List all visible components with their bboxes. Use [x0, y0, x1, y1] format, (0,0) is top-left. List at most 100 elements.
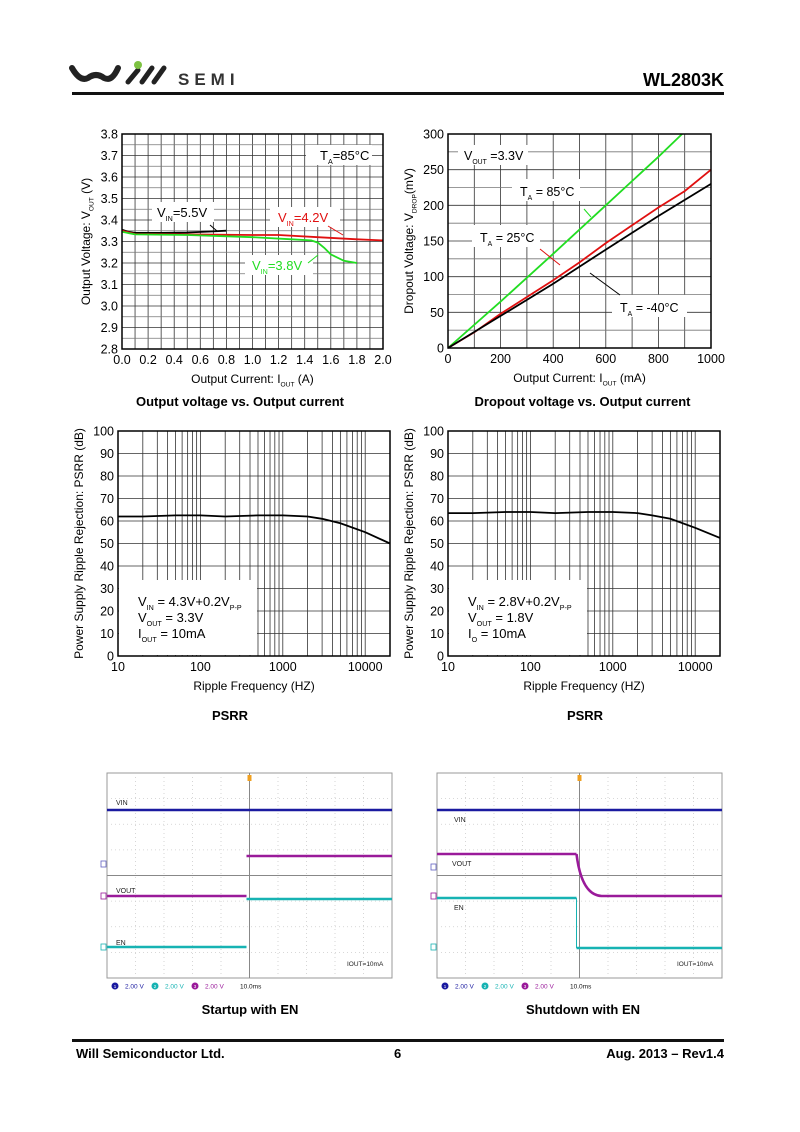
scope-title-0: Startup with EN: [201, 1002, 299, 1017]
scope-label-en: EN: [116, 940, 126, 947]
x-tick-label: 0.0: [113, 353, 130, 367]
x-tick-label: 400: [543, 352, 564, 366]
x-tick-label: 1.6: [322, 353, 339, 367]
scope-label-iout: IOUT=10mA: [677, 961, 714, 968]
x-axis-label: Output Current: IOUT (A): [191, 372, 314, 389]
channel-scale: 2.00 V: [495, 984, 514, 991]
trace-vout-decay: [575, 853, 722, 898]
y-axis-label: Power Supply Ripple Rejection: PSRR (dB): [72, 428, 86, 659]
series-line-0: [118, 514, 391, 545]
plot-area: [121, 133, 384, 350]
timebase: 10.0ms: [240, 984, 262, 991]
series-label-vin-4.2v: VIN=4.2V: [278, 210, 328, 228]
y-tick-label: 30: [100, 582, 114, 596]
y-tick-label: 100: [423, 270, 444, 284]
y-tick-label: 0: [437, 650, 444, 664]
y-tick-label: 100: [93, 425, 114, 439]
x-tick-label: 1.8: [348, 353, 365, 367]
label-background: [306, 145, 372, 165]
x-tick-label: 2.0: [374, 353, 391, 367]
series-label-minus40c: TA = -40°C: [620, 301, 679, 318]
logo-text: SEMI: [178, 70, 240, 89]
x-axis-label: Output Current: IOUT (mA): [513, 371, 646, 388]
label-background: [119, 580, 257, 655]
x-tick-label: 1.2: [270, 353, 287, 367]
y-tick-label: 3.8: [101, 128, 118, 142]
y-tick-label: 20: [430, 605, 444, 619]
trigger-marker-icon: [247, 775, 252, 781]
condition-line-1: VOUT = 1.8V: [468, 610, 534, 628]
channel-scale: 2.00 V: [205, 984, 224, 991]
x-tick-label: 0.6: [192, 353, 209, 367]
condition-line-2: IOUT = 10mA: [138, 626, 206, 644]
channel-scale: 2.00 V: [165, 984, 184, 991]
leader-line: [589, 272, 621, 296]
series-label-vin-5.5v: VIN=5.5V: [157, 205, 207, 223]
x-tick-label: 10000: [678, 660, 713, 674]
chart-title-0: Output voltage vs. Output current: [135, 394, 344, 409]
x-tick-label: 1.0: [244, 353, 261, 367]
y-tick-label: 50: [100, 537, 114, 551]
y-tick-label: 20: [100, 605, 114, 619]
x-tick-label: 0: [445, 352, 452, 366]
x-tick-label: 0.4: [166, 353, 183, 367]
y-tick-label: 50: [430, 537, 444, 551]
label-background: [449, 580, 587, 655]
chart-psrr-2: 10 100 1000 100000102030405060708090100Ripp…: [402, 425, 721, 693]
x-tick-label: 100: [520, 660, 541, 674]
y-tick-label: 0: [107, 650, 114, 664]
channel-scale: 2.00 V: [125, 984, 144, 991]
label-background: [270, 207, 340, 227]
channel-2-badge-icon: [481, 982, 489, 990]
x-tick-label: 10000: [348, 660, 383, 674]
series-label-vin-3.8v: VIN=3.8V: [252, 258, 302, 276]
scope-label-vout: VOUT: [116, 888, 136, 895]
y-tick-label: 3.2: [101, 257, 118, 271]
channel-2-marker-icon: [430, 943, 437, 951]
channel-number: 1: [444, 984, 447, 989]
channel-scale: 2.00 V: [455, 984, 474, 991]
channel-2-marker-icon: [100, 943, 107, 951]
channel-3-badge-icon: [191, 982, 199, 990]
plot-frame: [447, 430, 721, 657]
y-tick-label: 150: [423, 235, 444, 249]
x-tick-label: 1000: [697, 352, 725, 366]
channel-1-marker-icon: [430, 863, 437, 871]
channel-3-marker-icon: [430, 892, 437, 900]
plot-area: [447, 430, 721, 657]
y-tick-label: 60: [430, 515, 444, 529]
x-tick-label: 1.4: [296, 353, 313, 367]
scope-label-vin: VIN: [116, 800, 128, 807]
y-tick-label: 3.7: [101, 149, 118, 163]
label-background: [472, 225, 540, 247]
x-tick-label: 1000: [599, 660, 627, 674]
y-tick-label: 3.0: [101, 300, 118, 314]
chart-title-3: PSRR: [566, 708, 604, 723]
y-axis-label: Power Supply Ripple Rejection: PSRR (dB): [402, 428, 416, 659]
scope-label-iout: IOUT=10mA: [347, 961, 384, 968]
y-tick-label: 100: [423, 425, 444, 439]
y-tick-label: 70: [100, 492, 114, 506]
x-tick-label: 600: [595, 352, 616, 366]
y-tick-label: 10: [430, 627, 444, 641]
y-tick-label: 50: [430, 306, 444, 320]
footer-page: 6: [394, 1046, 402, 1061]
y-tick-label: 90: [100, 447, 114, 461]
label-background: [152, 202, 214, 222]
scope-label-en: EN: [454, 905, 464, 912]
leader-line: [583, 208, 592, 218]
footer-company: Will Semiconductor Ltd.: [76, 1046, 225, 1061]
footer-revision: Aug. 2013 – Rev1.4: [606, 1046, 724, 1061]
y-tick-label: 30: [430, 582, 444, 596]
label-background: [512, 179, 580, 201]
series-label-25c: TA = 25°C: [480, 231, 534, 248]
x-tick-label: 10: [111, 660, 125, 674]
condition-line-0: VIN = 4.3V+0.2VP-P: [138, 594, 242, 612]
annotation-ta: TA=85°C: [320, 148, 369, 166]
x-axis-label: Ripple Frequency (HZ): [523, 679, 644, 693]
series-line-2: [447, 183, 712, 349]
x-axis-label: Ripple Frequency (HZ): [193, 679, 314, 693]
channel-number: 2: [484, 984, 487, 989]
condition-line-2: IO = 10mA: [468, 626, 526, 644]
scope-label-vin: VIN: [454, 817, 466, 824]
